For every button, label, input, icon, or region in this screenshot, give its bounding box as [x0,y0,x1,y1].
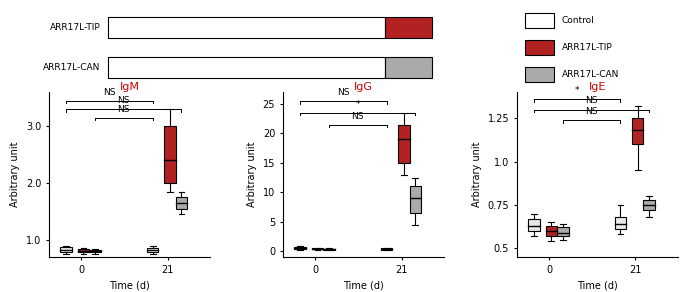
Bar [410,186,421,213]
Text: ARR17L-CAN: ARR17L-CAN [562,70,619,79]
Text: Control: Control [562,16,595,25]
FancyBboxPatch shape [108,17,385,38]
Bar [525,13,554,28]
Text: *: * [575,86,579,95]
Bar [164,126,175,183]
Text: *: * [356,100,360,109]
Bar [644,200,655,210]
Bar [147,248,159,252]
FancyBboxPatch shape [385,57,432,79]
Title: IgM: IgM [120,81,140,91]
Bar [175,197,187,209]
Bar [632,118,644,144]
Bar [323,249,335,250]
Text: ARR17L-CAN: ARR17L-CAN [43,63,101,72]
Bar [381,248,392,250]
Bar [545,226,557,236]
X-axis label: Time (d): Time (d) [109,280,150,290]
Text: ARR17L-TIP: ARR17L-TIP [562,43,612,52]
Title: IgE: IgE [589,81,606,91]
Bar [528,219,540,231]
Y-axis label: Arbitrary unit: Arbitrary unit [247,142,257,207]
Text: NS: NS [117,105,130,114]
Bar [294,247,306,249]
Y-axis label: Arbitrary unit: Arbitrary unit [472,142,482,207]
Bar [525,67,554,82]
X-axis label: Time (d): Time (d) [577,280,618,290]
Bar [614,217,626,229]
FancyBboxPatch shape [108,57,385,79]
Text: NS: NS [337,88,350,97]
Text: NS: NS [352,112,364,121]
Bar [398,125,410,163]
Bar [312,248,323,249]
FancyBboxPatch shape [385,17,432,38]
Bar [557,227,568,236]
Bar [60,247,72,252]
Text: ARR17L-TIP: ARR17L-TIP [50,23,101,32]
Y-axis label: Arbitrary unit: Arbitrary unit [10,142,20,207]
Bar [525,40,554,55]
Text: NS: NS [103,88,115,97]
Bar [78,249,89,252]
Text: NS: NS [585,96,598,105]
Bar [89,250,101,252]
Text: NS: NS [585,107,598,116]
Title: IgG: IgG [354,81,373,91]
X-axis label: Time (d): Time (d) [343,280,384,290]
Text: NS: NS [117,96,130,105]
